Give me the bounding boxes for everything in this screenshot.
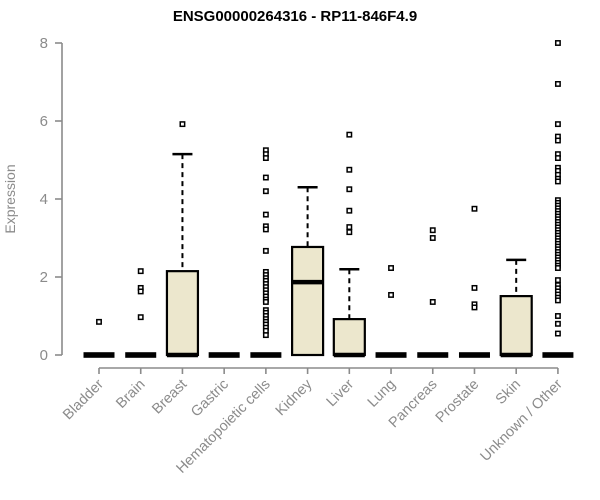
plot-area: 0 2 4 6 8 Bladder Brain BreastGastricHematopoie…: [40, 35, 574, 477]
outlier-point: [179, 121, 186, 128]
outlier-point: [429, 227, 436, 234]
x-tick-label-breast: Breast: [149, 377, 190, 418]
outlier-point: [388, 291, 394, 298]
boxplot-prostate: [458, 205, 490, 358]
chart-title: ENSG00000264316 - RP11-846F4.9: [173, 8, 417, 25]
outlier-point: [96, 318, 102, 325]
outlier-point: [471, 205, 478, 212]
outlier-point: [262, 155, 269, 162]
x-tick-label-lung: Lung: [365, 377, 399, 411]
outlier-point: [137, 268, 144, 275]
outlier-point: [471, 304, 478, 311]
box: [499, 295, 533, 357]
outlier-point: [262, 174, 269, 181]
outlier-point: [346, 207, 353, 214]
outlier-point: [262, 247, 269, 254]
boxplot-brain: [125, 268, 157, 358]
y-axis-label: Expression: [2, 164, 18, 233]
outlier-point: [346, 166, 353, 173]
boxplot-bladder: [83, 318, 115, 358]
boxplot-breast: [165, 121, 200, 358]
collapsed-box: [250, 352, 282, 358]
outlier-point: [346, 186, 353, 193]
x-tick-label-bladder: Bladder: [60, 376, 107, 423]
x-tick-label-liver: Liver: [324, 376, 358, 410]
outlier-point: [554, 313, 561, 319]
boxplot-pancreas: [417, 227, 449, 358]
boxplot-liver: [332, 131, 366, 358]
outlier-point: [471, 284, 478, 291]
outlier-point: [346, 229, 353, 236]
outlier-point: [554, 121, 561, 128]
outlier-point: [429, 235, 436, 241]
boxplot-kidney: [291, 186, 325, 357]
collapsed-box: [208, 352, 240, 358]
y-tick-label: 4: [40, 191, 48, 208]
collapsed-box: [458, 352, 490, 358]
collapsed-box: [417, 352, 449, 358]
outlier-point: [262, 332, 269, 339]
collapsed-box: [83, 352, 115, 358]
box: [332, 318, 366, 357]
outlier-point: [137, 314, 144, 321]
outlier-point: [554, 81, 561, 87]
box: [291, 245, 325, 357]
outlier-point: [554, 137, 561, 144]
collapsed-box: [125, 352, 157, 358]
collapsed-box: [542, 352, 574, 358]
boxplot-skin: [499, 258, 533, 358]
y-tick-label: 0: [40, 347, 48, 364]
outlier-point: [262, 188, 269, 195]
box: [165, 270, 200, 357]
y-tick-label: 6: [40, 113, 48, 130]
outlier-point: [137, 288, 144, 295]
outlier-point: [554, 277, 561, 284]
outlier-point: [429, 299, 436, 305]
boxplot-hematopoietic-cells: [250, 147, 282, 358]
outlier-point: [554, 265, 561, 271]
outlier-point: [554, 155, 561, 162]
outlier-point: [554, 330, 561, 337]
boxplot-gastric: [208, 352, 240, 358]
x-tick-label-kidney: Kidney: [273, 376, 316, 419]
boxplot-unknown-other: [542, 40, 574, 358]
outlier-point: [388, 265, 394, 271]
outlier-point: [554, 297, 561, 304]
outlier-point: [554, 178, 561, 185]
outlier-point: [554, 320, 561, 327]
x-tick-label-skin: Skin: [493, 377, 524, 408]
x-tick-label-prostate: Prostate: [433, 377, 482, 426]
outlier-point: [262, 226, 269, 233]
y-tick-label: 2: [40, 269, 48, 286]
outlier-point: [262, 211, 269, 218]
outlier-point: [262, 299, 269, 305]
y-tick-label: 8: [40, 35, 48, 52]
outlier-point: [346, 224, 353, 231]
x-tick-label-brain: Brain: [113, 377, 148, 412]
outlier-point: [554, 40, 561, 46]
boxplot-lung: [375, 265, 407, 358]
collapsed-box: [375, 352, 407, 358]
y-axis: 0 2 4 6 8: [40, 35, 63, 364]
outlier-point: [346, 131, 353, 138]
